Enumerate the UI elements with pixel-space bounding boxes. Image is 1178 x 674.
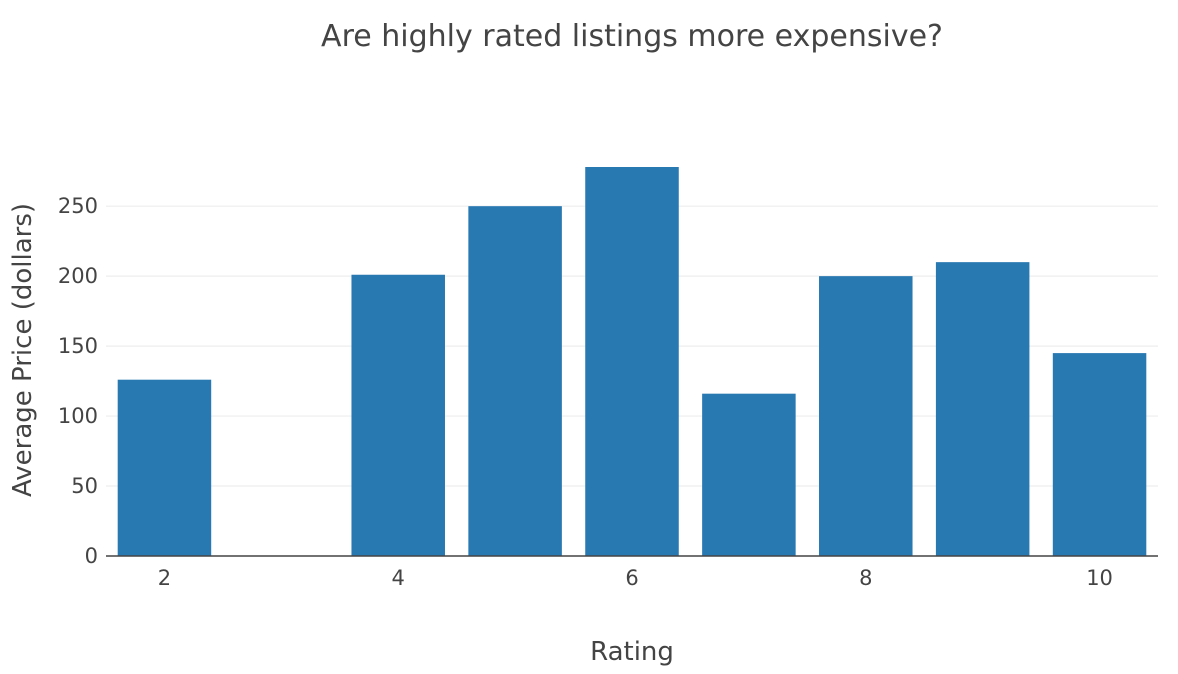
y-tick-label: 0 [85,544,98,568]
bar-rating-4 [351,274,445,556]
x-tick-label: 8 [859,566,872,590]
bar-rating-7 [702,393,796,556]
y-tick-label: 50 [71,474,98,498]
y-axis-title: Average Price (dollars) [8,203,38,497]
y-tick-label: 250 [58,194,98,218]
chart-title: Are highly rated listings more expensive… [321,19,943,54]
y-tick-labels: 0 50 100 150 200 250 [58,194,98,568]
y-tick-label: 150 [58,334,98,358]
bar-rating-9 [935,262,1030,556]
y-tick-label: 100 [58,404,98,428]
bar-rating-6 [585,167,679,556]
bar-rating-2 [117,379,212,556]
x-tick-label: 4 [392,566,405,590]
x-tick-label: 6 [625,566,638,590]
x-tick-labels: 2 4 6 8 10 [158,566,1113,590]
x-axis-title: Rating [590,637,674,667]
x-tick-label: 10 [1086,566,1113,590]
y-tick-label: 200 [58,264,98,288]
bar-rating-10 [1052,353,1147,556]
bar-rating-5 [468,206,562,556]
bars [117,167,1147,556]
x-tick-label: 2 [158,566,171,590]
bar-rating-8 [819,276,913,556]
